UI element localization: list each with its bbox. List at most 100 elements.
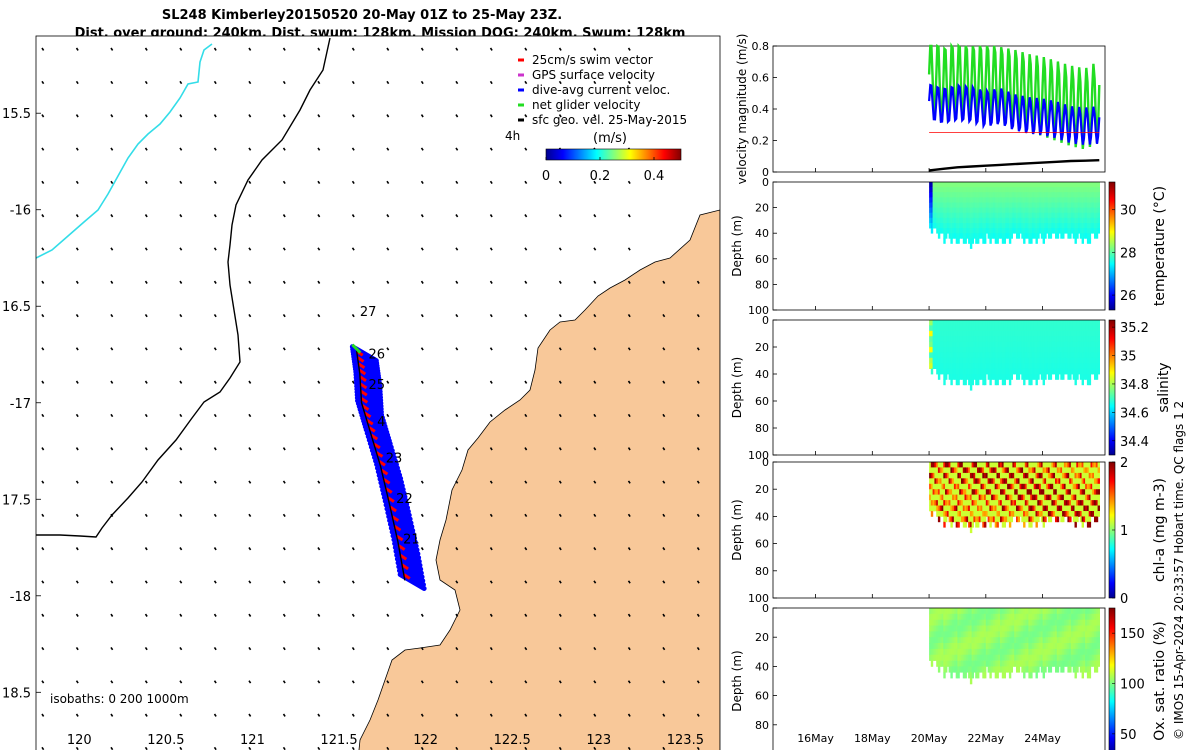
section-cell	[1070, 478, 1074, 485]
section-cell	[930, 368, 934, 375]
section-cell	[973, 207, 976, 214]
section-cell	[1039, 660, 1042, 667]
section-cell	[957, 207, 960, 214]
section-cell	[1076, 341, 1079, 348]
section-cell	[1035, 467, 1038, 474]
section-cell	[962, 223, 966, 229]
section-cell	[989, 478, 992, 485]
section-cell	[996, 631, 999, 638]
geostrophic-arrow	[455, 413, 459, 418]
section-cell	[1060, 613, 1063, 620]
section-cell	[948, 489, 951, 495]
section-cell	[1083, 608, 1086, 615]
section-cell	[1014, 608, 1017, 615]
section-cell	[932, 500, 935, 506]
section-cell	[1072, 363, 1076, 369]
geostrophic-arrow	[248, 47, 252, 51]
section-cell	[952, 368, 955, 375]
section-cell	[1023, 672, 1026, 679]
section-cell	[959, 613, 962, 620]
section-cell	[1090, 212, 1093, 219]
section-cell	[975, 500, 978, 506]
section-cell	[1005, 631, 1008, 638]
geostrophic-arrow	[696, 313, 700, 318]
geostrophic-arrow	[420, 513, 424, 518]
section-cell	[992, 330, 996, 337]
geostrophic-arrow	[662, 413, 666, 418]
section-cell	[996, 666, 999, 673]
section-cell	[959, 608, 962, 615]
section-cell	[996, 489, 999, 495]
section-cell	[980, 494, 983, 501]
section-cell	[1019, 489, 1022, 495]
section-cell	[987, 374, 990, 380]
section-cell	[1078, 637, 1081, 644]
geostrophic-arrow	[558, 80, 562, 85]
section-cell	[964, 368, 967, 375]
section-cell	[1035, 500, 1038, 506]
section-cell	[1078, 654, 1081, 661]
section-cell	[984, 368, 987, 375]
section-cell	[952, 462, 955, 468]
geostrophic-arrow	[696, 413, 700, 418]
section-cell	[994, 352, 998, 359]
section-cell	[1021, 472, 1024, 479]
section-cell	[964, 666, 967, 673]
section-cell	[1051, 368, 1054, 375]
section-cell	[1058, 467, 1061, 474]
section-cell	[1072, 197, 1076, 203]
section-cell	[1078, 330, 1081, 337]
section-cell	[982, 648, 985, 656]
section-cell	[1040, 192, 1044, 198]
section-cell	[989, 613, 992, 620]
section-cell	[1023, 212, 1026, 219]
section-cell	[1062, 472, 1065, 479]
section-cell	[977, 202, 980, 208]
section-cell	[1065, 511, 1068, 517]
section-cell	[994, 223, 998, 229]
section-cell	[961, 228, 964, 234]
section-cell	[964, 619, 967, 626]
section-cell	[1076, 462, 1079, 468]
section-cell	[1078, 320, 1081, 326]
section-cell	[973, 625, 976, 632]
section-cell	[945, 608, 948, 615]
geostrophic-arrow	[524, 147, 528, 151]
section-cell	[1051, 637, 1054, 644]
section-cell	[950, 643, 953, 650]
section-cell	[1016, 631, 1019, 638]
geostrophic-arrow	[351, 713, 355, 717]
section-cell	[1097, 228, 1100, 234]
section-cell	[1037, 613, 1040, 620]
section-cell	[930, 325, 934, 332]
section-cell	[937, 325, 941, 332]
section-cell	[955, 608, 959, 615]
section-cell	[1056, 202, 1060, 208]
section-cell	[996, 608, 999, 615]
section-cell	[952, 516, 955, 523]
section-cell	[1083, 363, 1086, 369]
section-cell	[953, 494, 957, 501]
section-cell	[946, 654, 950, 661]
section-cell	[1049, 500, 1053, 506]
section-cell	[1014, 363, 1017, 369]
section-cell	[1081, 500, 1084, 506]
section-cell	[1008, 341, 1012, 348]
section-cell	[930, 483, 934, 490]
section-cell	[1086, 187, 1090, 193]
geostrophic-arrow	[558, 680, 562, 684]
section-cell	[1063, 341, 1067, 348]
section-cell	[1021, 494, 1024, 501]
section-cell	[961, 207, 964, 214]
section-cell	[943, 521, 946, 528]
section-cell	[934, 500, 937, 506]
section-cell	[1063, 347, 1067, 353]
section-cell	[982, 368, 985, 375]
section-cell	[930, 223, 934, 229]
section-cell	[1088, 223, 1092, 229]
section-cell	[941, 462, 944, 468]
section-cell	[1088, 336, 1092, 342]
section-cell	[982, 212, 985, 219]
section-cell	[1088, 666, 1092, 673]
section-cell	[1031, 483, 1035, 490]
